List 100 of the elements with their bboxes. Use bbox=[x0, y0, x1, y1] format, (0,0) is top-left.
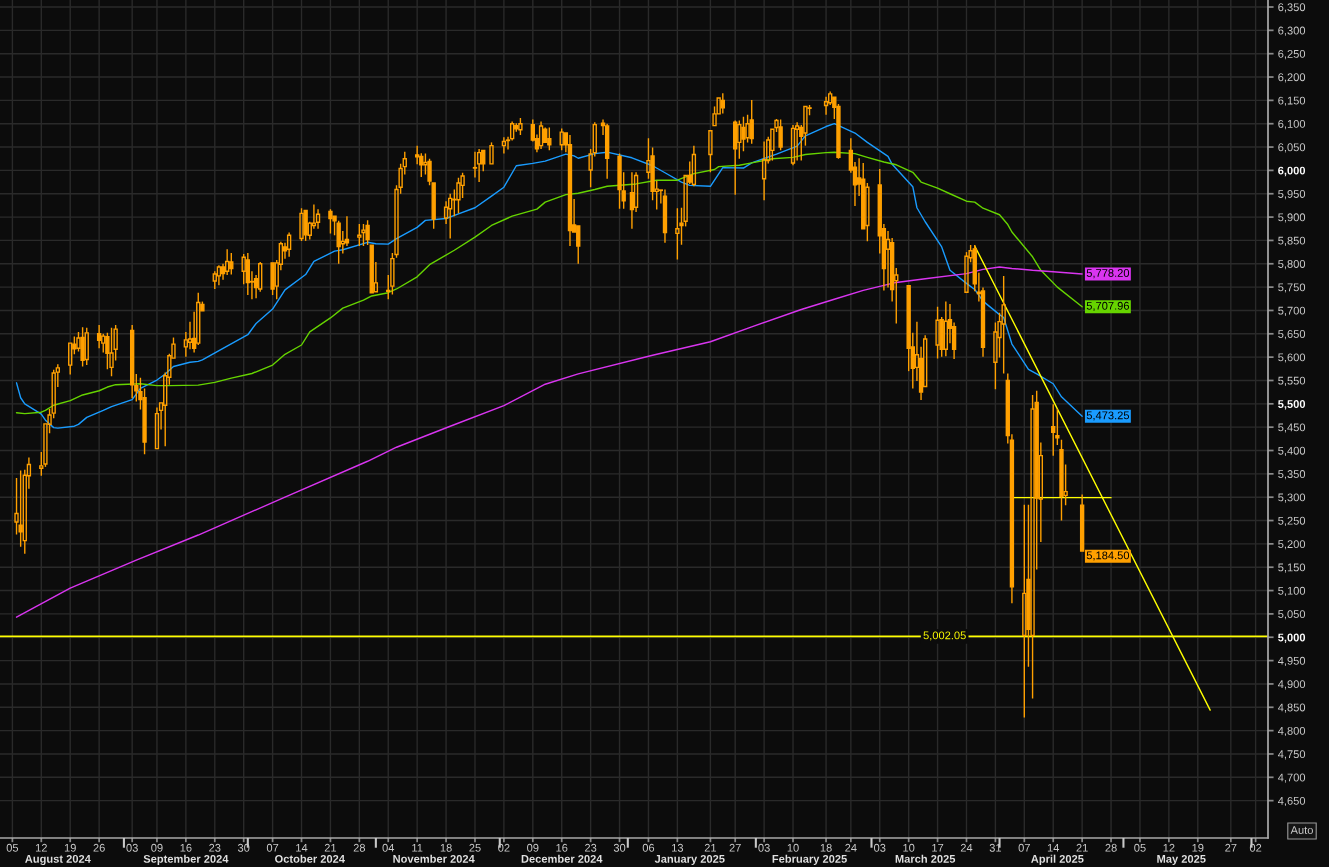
candlestick bbox=[96, 324, 102, 349]
y-tick-label: 4,950 bbox=[1277, 656, 1306, 667]
y-tick-label: 5,900 bbox=[1278, 213, 1306, 223]
candlestick bbox=[794, 121, 800, 162]
candlestick bbox=[1001, 275, 1006, 375]
x-tick-label: 06 bbox=[642, 843, 655, 852]
candlestick bbox=[154, 406, 160, 450]
x-tick-label: 23 bbox=[209, 843, 221, 852]
x2-tick-label: October 2024 bbox=[275, 854, 345, 863]
y-tick-label: 5,750 bbox=[1278, 283, 1306, 293]
y-tick-label: 6,100 bbox=[1278, 119, 1306, 130]
y-tick-label: 5,350 bbox=[1278, 470, 1306, 480]
y-tick-label: 5,150 bbox=[1278, 563, 1306, 573]
candlestick bbox=[1022, 503, 1027, 719]
x-tick-label: 28 bbox=[1105, 843, 1117, 852]
x-tick-label: 19 bbox=[64, 843, 76, 852]
candlestick bbox=[662, 188, 668, 244]
candlestick bbox=[567, 134, 573, 247]
x-tick-label: 10 bbox=[787, 843, 799, 852]
candlestick bbox=[741, 116, 746, 152]
y-tick-label: 5,700 bbox=[1278, 306, 1306, 316]
candlestick bbox=[865, 182, 870, 243]
x-tick-label: 02 bbox=[1249, 843, 1262, 852]
data-label: 5,707.96 bbox=[1086, 301, 1130, 312]
y-tick-label: 6,000 bbox=[1278, 166, 1306, 177]
y-tick-label: 5,200 bbox=[1278, 540, 1306, 550]
y-tick-label: 6,350 bbox=[1278, 3, 1306, 13]
x-tick-label: 14 bbox=[296, 843, 308, 852]
x-tick-label: 16 bbox=[180, 843, 192, 852]
candlestick bbox=[286, 231, 292, 258]
y-tick-label: 6,250 bbox=[1278, 49, 1306, 60]
candlestick bbox=[414, 144, 420, 166]
x-tick-label: 27 bbox=[729, 843, 741, 852]
y-tick-label: 5,300 bbox=[1278, 493, 1306, 503]
y-tick-label: 5,450 bbox=[1278, 423, 1306, 433]
candlestick bbox=[443, 200, 449, 225]
x-tick-label: 21 bbox=[704, 843, 717, 852]
candlestick bbox=[18, 469, 23, 548]
x-tick-label: 24 bbox=[960, 843, 973, 852]
y-tick-label: 4,900 bbox=[1277, 680, 1306, 690]
y-tick-label: 6,050 bbox=[1278, 143, 1306, 153]
y-tick-label: 5,050 bbox=[1278, 610, 1306, 620]
y-tick-label: 5,500 bbox=[1278, 400, 1306, 410]
candlestick bbox=[129, 324, 135, 399]
x-tick-label: 28 bbox=[353, 843, 366, 852]
candlestick bbox=[733, 119, 738, 196]
x-tick-label: 21 bbox=[324, 843, 337, 852]
y-tick-label: 6,200 bbox=[1278, 73, 1306, 83]
x-tick-label: 07 bbox=[266, 843, 279, 852]
x2-tick-label: April 2025 bbox=[1031, 854, 1084, 866]
y-tick-label: 5,000 bbox=[1278, 633, 1306, 643]
x-tick-label: 30 bbox=[237, 843, 250, 852]
candlestick bbox=[749, 99, 754, 145]
data-label: 5,473.25 bbox=[1086, 411, 1130, 421]
x-tick-label: 03 bbox=[126, 843, 138, 852]
x-tick-label: 04 bbox=[382, 843, 395, 852]
y-tick-label: 5,850 bbox=[1278, 236, 1306, 246]
x-tick-label: 03 bbox=[758, 843, 770, 852]
candlestick bbox=[361, 223, 366, 247]
x-tick-label: 09 bbox=[527, 843, 539, 852]
y-tick-label: 4,850 bbox=[1277, 703, 1306, 713]
x-tick-label: 09 bbox=[151, 843, 163, 852]
x2-tick-label: December 2024 bbox=[521, 854, 603, 863]
x-tick-label: 12 bbox=[35, 843, 47, 852]
candlestick bbox=[315, 208, 321, 230]
y-tick-label: 6,150 bbox=[1278, 96, 1306, 106]
candlestick bbox=[617, 152, 622, 210]
x2-tick-label: May 2025 bbox=[1157, 854, 1206, 866]
x-tick-label: 18 bbox=[440, 843, 452, 852]
candlestick bbox=[737, 119, 742, 160]
x-tick-label: 14 bbox=[1047, 843, 1060, 852]
annotation: 5,184.50 bbox=[1086, 551, 1130, 561]
x2-tick-label: January 2025 bbox=[654, 854, 725, 866]
x-tick-label: 13 bbox=[672, 843, 684, 852]
candlestick bbox=[629, 171, 635, 230]
x-tick-label: 23 bbox=[585, 843, 597, 852]
candlestick bbox=[1030, 394, 1035, 700]
y-tick-label: 5,400 bbox=[1278, 446, 1306, 456]
text: Auto bbox=[1290, 826, 1313, 834]
y-tick-label: 5,550 bbox=[1278, 376, 1306, 386]
candlestick bbox=[790, 124, 796, 166]
y-tick-label: 5,800 bbox=[1278, 260, 1306, 270]
x-tick-label: 05 bbox=[6, 843, 19, 852]
x-tick-label: 25 bbox=[469, 843, 481, 852]
y-tick-label: 4,700 bbox=[1277, 773, 1306, 783]
y-tick-label: 4,800 bbox=[1277, 726, 1306, 737]
ref-line-label: 5,002.05 bbox=[923, 631, 966, 641]
y-tick-label: 5,600 bbox=[1278, 353, 1306, 363]
x-tick-label: 27 bbox=[1225, 843, 1237, 852]
x-tick-label: 11 bbox=[412, 843, 423, 852]
y-tick-label: 4,750 bbox=[1277, 750, 1306, 760]
candlestick bbox=[675, 207, 680, 261]
x-tick-label: 31 bbox=[989, 843, 1002, 852]
x-tick-label: 07 bbox=[1018, 843, 1030, 852]
candlestick bbox=[1051, 403, 1056, 457]
x-tick-label: 16 bbox=[556, 843, 568, 852]
x2-tick-label: March 2025 bbox=[895, 854, 956, 863]
y-tick-label: 6,300 bbox=[1278, 26, 1306, 36]
x-tick-label: 17 bbox=[932, 843, 944, 852]
y-tick-label: 4,650 bbox=[1277, 796, 1306, 807]
